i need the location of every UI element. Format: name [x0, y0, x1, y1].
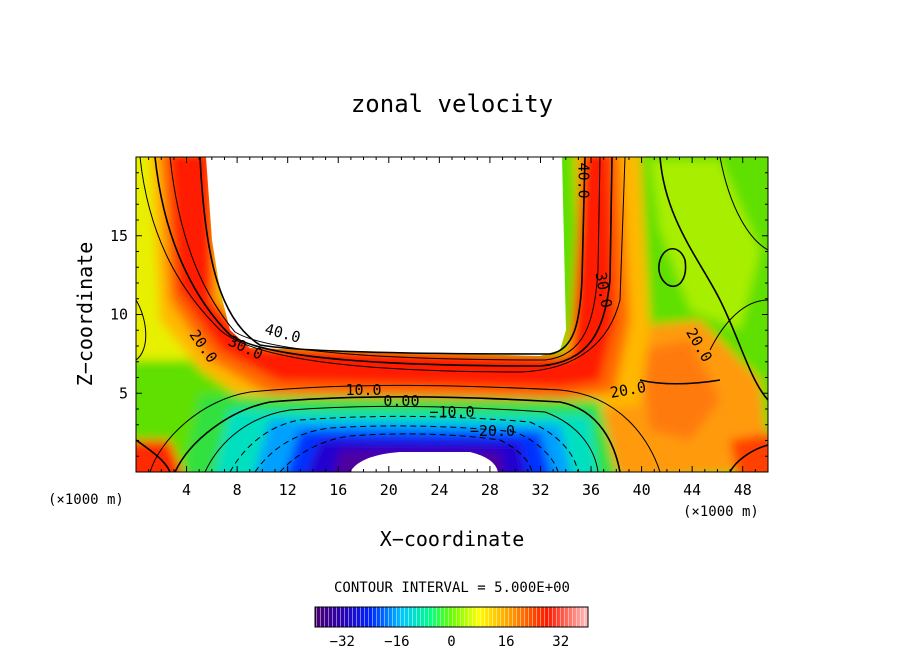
upper-mask-region [206, 157, 566, 356]
x-tick-label: 12 [279, 481, 297, 499]
contour-label: 20.0 [609, 378, 648, 402]
contour-label: −20.0 [470, 422, 515, 440]
contour-labels: 40.030.040.030.020.0 20.020.010.00.00−10.… [186, 163, 716, 440]
colorbar-tick-label: 16 [498, 634, 515, 650]
lower-mask-region [350, 452, 498, 472]
x-tick-label: 20 [380, 481, 398, 499]
contour-lines [136, 157, 768, 472]
colorbar-tick-label: −32 [330, 634, 355, 650]
contour-label: −10.0 [429, 403, 474, 421]
x-tick-label: 4 [182, 481, 191, 499]
x-tick-label: 48 [734, 481, 752, 499]
contour-label: 40.0 [574, 163, 592, 199]
plot-area: 40.030.040.030.020.0 20.020.010.00.00−10.… [136, 157, 768, 472]
y-axis-title: Z−coordinate [73, 242, 97, 387]
colorbar: −32 −16 0 16 32 [314, 606, 589, 650]
contour-label: 30.0 [592, 271, 616, 310]
x-axis-title: X−coordinate [380, 527, 525, 551]
contour-interval-text: CONTOUR INTERVAL = 5.000E+00 [334, 580, 570, 596]
colorbar-tick-label: 0 [447, 634, 455, 650]
contour-label: 0.00 [383, 392, 419, 410]
x-tick-label: 32 [531, 481, 549, 499]
y-tick-label: 5 [119, 384, 128, 402]
x-tick-label: 44 [683, 481, 701, 499]
y-tick-label: 10 [110, 306, 128, 324]
colorbar-tick-label: 32 [552, 634, 569, 650]
x-unit-left-label: (×1000 m) [48, 492, 124, 508]
x-tick-label: 40 [633, 481, 651, 499]
x-tick-label: 16 [329, 481, 347, 499]
colorbar-tick-label: −16 [384, 634, 409, 650]
x-tick-label: 8 [233, 481, 242, 499]
x-tick-label: 28 [481, 481, 499, 499]
x-tick-label: 24 [430, 481, 448, 499]
chart-title: zonal velocity [351, 90, 553, 118]
y-tick-label: 15 [110, 227, 128, 245]
contour-label: 10.0 [345, 381, 381, 399]
x-tick-label: 36 [582, 481, 600, 499]
x-unit-right-label: (×1000 m) [683, 504, 759, 520]
